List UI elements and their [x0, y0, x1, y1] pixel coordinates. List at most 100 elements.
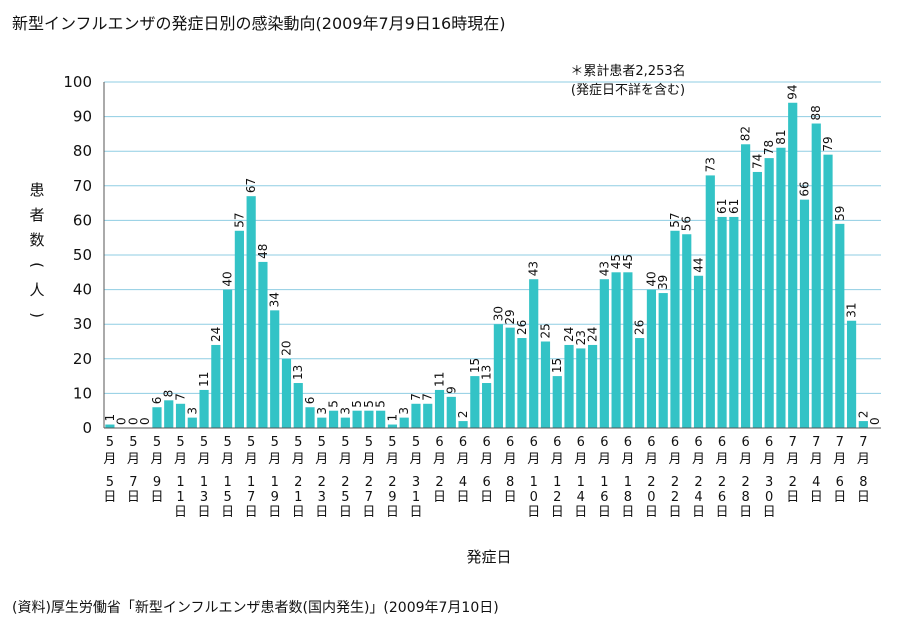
bar: [270, 310, 280, 428]
data-label: 7: [409, 393, 423, 401]
bar: [517, 338, 527, 428]
data-label: 6: [303, 397, 317, 405]
x-tick-char: 6: [647, 435, 655, 450]
data-label: 40: [644, 271, 658, 286]
x-tick-char: 4: [694, 490, 702, 505]
x-tick-char: 日: [810, 490, 823, 505]
x-tick-char: 月: [480, 452, 493, 467]
x-tick-char: 5: [223, 490, 231, 505]
x-tick-char: 4: [459, 475, 467, 490]
data-label: 82: [739, 126, 753, 141]
bar: [246, 196, 256, 428]
x-tick-char: 9: [271, 490, 279, 505]
x-tick-char: 6: [624, 435, 632, 450]
data-label: 57: [232, 212, 246, 227]
x-tick-char: 月: [574, 452, 587, 467]
x-tick-label: 7 月 6日: [833, 435, 846, 505]
x-tick-char: 3: [765, 475, 773, 490]
x-tick-char: 月: [268, 452, 281, 467]
x-tick-char: 月: [598, 452, 611, 467]
x-tick-char: 2: [718, 475, 726, 490]
data-label: 5: [362, 400, 376, 408]
data-label: 45: [621, 254, 635, 269]
data-label: 88: [809, 105, 823, 120]
x-tick-char: 月: [362, 452, 375, 467]
y-axis-title-char: 数: [29, 231, 44, 249]
x-tick-char: 1: [412, 490, 420, 505]
x-tick-char: 月: [245, 452, 258, 467]
data-label: 1: [103, 414, 117, 422]
x-tick-label: 5 月 13日: [198, 435, 211, 520]
x-tick-char: 5: [341, 435, 349, 450]
bar: [164, 400, 174, 428]
data-label: 61: [715, 199, 729, 214]
bar: [399, 417, 409, 428]
x-tick-char: 5: [412, 435, 420, 450]
x-tick-char: 6: [765, 435, 773, 450]
x-tick-char: 日: [668, 505, 681, 520]
x-tick-char: 9: [388, 490, 396, 505]
data-label: 0: [115, 417, 129, 425]
data-label: 11: [197, 372, 211, 387]
x-tick-char: 日: [763, 505, 776, 520]
bar: [152, 407, 162, 428]
source-note: (資料)厚生労働省「新型インフルエンザ患者数(国内発生)」(2009年7月10日…: [12, 600, 499, 616]
data-label: 43: [597, 261, 611, 276]
data-label: 81: [774, 129, 788, 144]
x-tick-char: 2: [671, 490, 679, 505]
x-tick-char: 7: [247, 490, 255, 505]
bar: [305, 407, 315, 428]
chart-note: ＊累計患者2,253名 (発症日不詳を含む): [570, 63, 685, 98]
bar: [411, 403, 421, 428]
bar: [752, 171, 762, 428]
gridlines: [104, 81, 881, 394]
x-tick-char: 月: [668, 452, 681, 467]
bar: [258, 261, 268, 428]
data-label: 39: [656, 275, 670, 290]
x-tick-char: 日: [857, 490, 870, 505]
y-tick-label: 20: [73, 350, 92, 368]
x-tick-char: 8: [506, 475, 514, 490]
x-tick-char: 2: [318, 475, 326, 490]
x-tick-char: 2: [741, 475, 749, 490]
data-label: 2: [856, 410, 870, 418]
y-tick-label: 80: [73, 142, 92, 160]
x-tick-char: 3: [318, 490, 326, 505]
x-tick-char: 日: [409, 505, 422, 520]
data-label: 74: [750, 154, 764, 169]
x-tick-label: 5 月 29日: [386, 435, 399, 520]
x-tick-char: 日: [527, 505, 540, 520]
bar: [175, 403, 186, 428]
bar: [776, 147, 786, 429]
x-tick-char: 日: [598, 505, 611, 520]
x-tick-char: 日: [504, 490, 517, 505]
data-label: 25: [538, 323, 552, 338]
bar: [705, 175, 715, 428]
x-tick-label: 6 月 14日: [574, 435, 587, 520]
x-tick-char: 3: [412, 475, 420, 490]
x-tick-char: 1: [624, 475, 632, 490]
data-label: 31: [845, 302, 859, 317]
bar: [682, 234, 692, 428]
x-tick-char: 1: [271, 475, 279, 490]
bar: [482, 383, 492, 428]
x-tick-char: 6: [836, 475, 844, 490]
x-tick-char: 6: [600, 435, 608, 450]
x-tick-char: 日: [198, 505, 211, 520]
bar: [693, 275, 704, 428]
data-label: 94: [786, 84, 800, 99]
x-tick-char: 日: [786, 490, 799, 505]
y-tick-label: 50: [73, 246, 92, 264]
bar: [587, 344, 598, 428]
x-tick-char: 7: [789, 435, 797, 450]
data-label: 61: [727, 199, 741, 214]
x-tick-label: 5 月 27日: [362, 435, 375, 520]
x-tick-label: 6 月 8日: [504, 435, 517, 505]
bar: [352, 410, 362, 428]
data-label: 3: [185, 407, 199, 415]
data-label: 20: [279, 341, 293, 356]
x-tick-char: 日: [480, 490, 493, 505]
data-label: 30: [491, 306, 505, 321]
